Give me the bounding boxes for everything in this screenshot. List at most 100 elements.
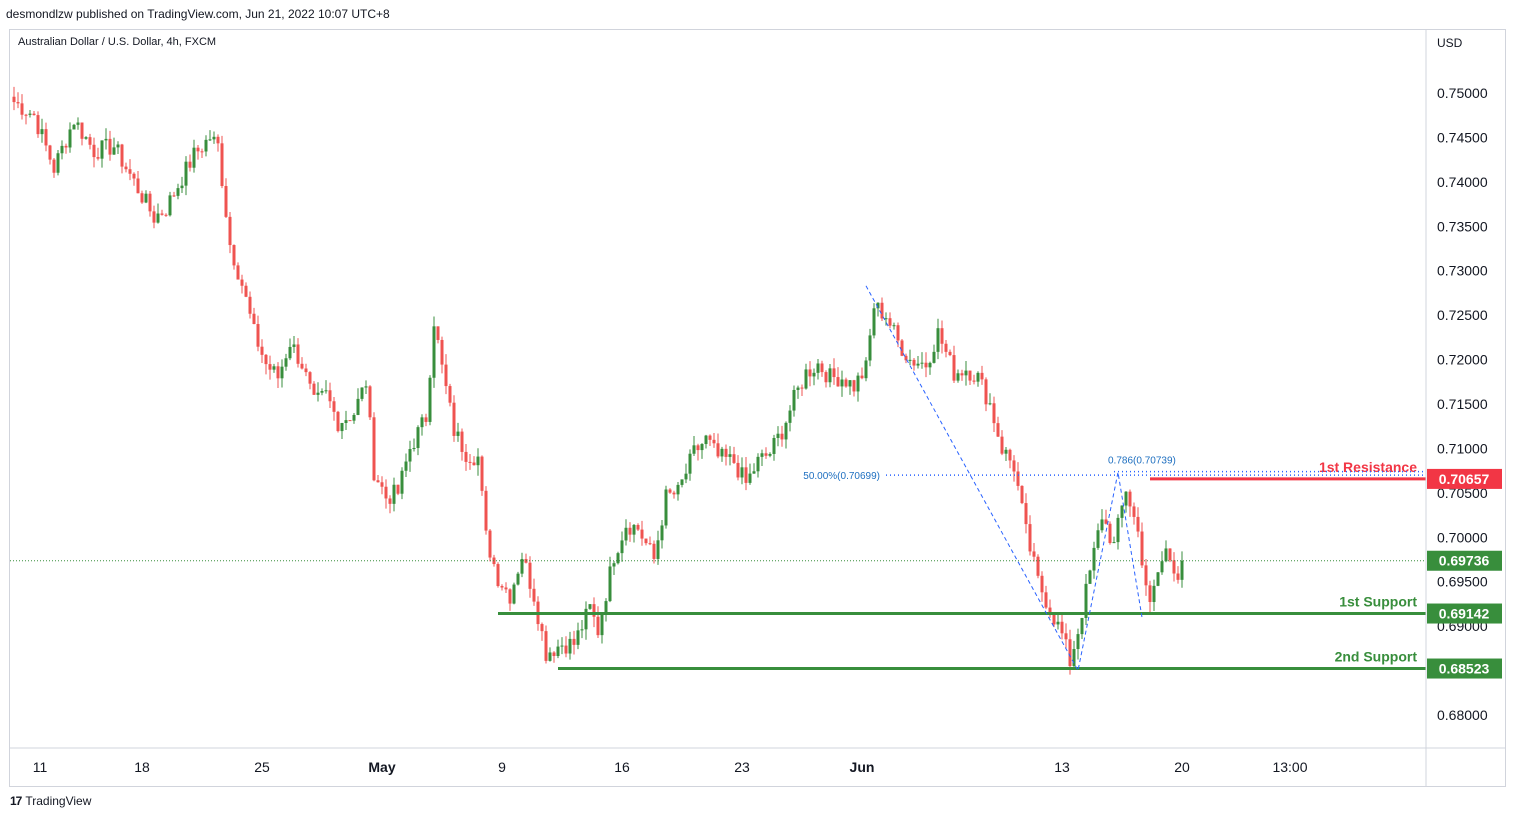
candle-body <box>1136 516 1140 532</box>
candle-body <box>532 588 536 602</box>
time-tick-label: 9 <box>498 759 506 775</box>
candle-body <box>964 370 968 376</box>
candle-body <box>36 115 40 135</box>
candle-body <box>512 584 516 604</box>
candle-body <box>420 417 424 428</box>
candle-body <box>784 422 788 440</box>
candle-body <box>568 638 572 654</box>
time-axis[interactable]: 11 18 25 May 9 16 23 Jun 13 20 13:00 <box>33 759 1308 775</box>
candle-body <box>528 562 532 589</box>
candle-body <box>132 173 136 179</box>
candle-body <box>256 324 260 347</box>
candle-body <box>988 403 992 405</box>
candle-body <box>1176 573 1180 580</box>
candle-body <box>176 188 180 196</box>
chart-frame <box>9 29 1506 787</box>
candle-body <box>1156 572 1160 586</box>
candle-body <box>80 122 84 139</box>
candle-body <box>64 145 68 148</box>
candle-body <box>728 454 732 457</box>
candle-body <box>820 363 824 373</box>
candle-body <box>224 186 228 217</box>
candle-body <box>260 346 264 355</box>
candle-body <box>192 147 196 168</box>
candle-body <box>1080 617 1084 635</box>
candle-body <box>1104 519 1108 524</box>
candle-body <box>868 335 872 361</box>
candle-body <box>124 166 128 170</box>
candle-body <box>604 601 608 615</box>
candle-body <box>1128 491 1132 507</box>
price-axis[interactable]: 0.75000 0.74500 0.74000 0.73500 0.73000 0.725… <box>1437 85 1488 723</box>
candle-body <box>552 652 556 656</box>
candle-body <box>496 564 500 587</box>
candle-body <box>276 366 280 379</box>
candle-body <box>620 540 624 554</box>
candle-body <box>164 214 168 216</box>
support-label: 2nd Support <box>1335 649 1418 665</box>
candle-body <box>584 608 588 630</box>
candle-body <box>400 470 404 494</box>
candle-body <box>768 453 772 456</box>
candle-body <box>476 456 480 466</box>
levels-layer: 1st Resistance 1st Support 2nd Support <box>10 459 1426 671</box>
fib-level-label: 0.786(0.70739) <box>1108 456 1176 467</box>
time-tick-label: 13 <box>1054 759 1070 775</box>
fib-retracement-line[interactable] <box>865 285 1143 673</box>
candle-body <box>656 540 660 559</box>
candle-body <box>992 403 996 424</box>
candle-body <box>668 489 672 493</box>
candle-body <box>788 410 792 423</box>
candle-body <box>196 147 200 152</box>
price-tick-label: 0.69500 <box>1437 574 1488 590</box>
candle-body <box>32 113 36 116</box>
candle-body <box>436 326 440 340</box>
candle-body <box>948 351 952 356</box>
candle-body <box>980 372 984 380</box>
candle-body <box>1004 449 1008 454</box>
candle-body <box>1160 561 1164 573</box>
candle-body <box>1084 583 1088 618</box>
price-tick-label: 0.68000 <box>1437 707 1488 723</box>
candle-body <box>892 325 896 327</box>
candle-body <box>912 359 916 366</box>
candle-body <box>1164 548 1168 562</box>
candle-body <box>468 461 472 463</box>
candle-body <box>940 328 944 344</box>
price-labels-layer: 0.70657 0.69142 0.68523 0.69736 <box>1427 468 1502 679</box>
candle-body <box>88 137 92 145</box>
candle-body <box>836 377 840 387</box>
candle-body <box>96 157 100 159</box>
candle-body <box>376 480 380 483</box>
candle-body <box>156 213 160 223</box>
candle-body <box>644 538 648 544</box>
candle-body <box>632 524 636 535</box>
candle-body <box>52 159 56 173</box>
price-chart[interactable]: 1st Resistance 1st Support 2nd Support 50.… <box>0 0 1516 790</box>
candle-body <box>288 346 292 359</box>
candle-body <box>808 369 812 377</box>
candle-body <box>108 138 112 155</box>
candle-body <box>1072 649 1076 667</box>
candle-body <box>684 473 688 480</box>
candle-body <box>372 417 376 481</box>
candle-body <box>896 325 900 341</box>
candle-body <box>316 392 320 395</box>
candle-body <box>244 285 248 297</box>
candle-body <box>872 308 876 336</box>
candle-body <box>168 195 172 216</box>
candle-body <box>696 445 700 451</box>
candle-body <box>708 435 712 440</box>
time-tick-label: 23 <box>734 759 750 775</box>
candle-body <box>384 486 388 499</box>
candle-body <box>1088 570 1092 584</box>
candle-body <box>624 527 628 541</box>
candle-body <box>348 420 352 422</box>
candle-body <box>56 153 60 173</box>
candle-body <box>208 139 212 141</box>
candle-body <box>1032 551 1036 557</box>
candle-body <box>600 614 604 636</box>
price-tick-label: 0.74500 <box>1437 129 1488 145</box>
candle-body <box>888 318 892 326</box>
candle-body <box>692 445 696 454</box>
